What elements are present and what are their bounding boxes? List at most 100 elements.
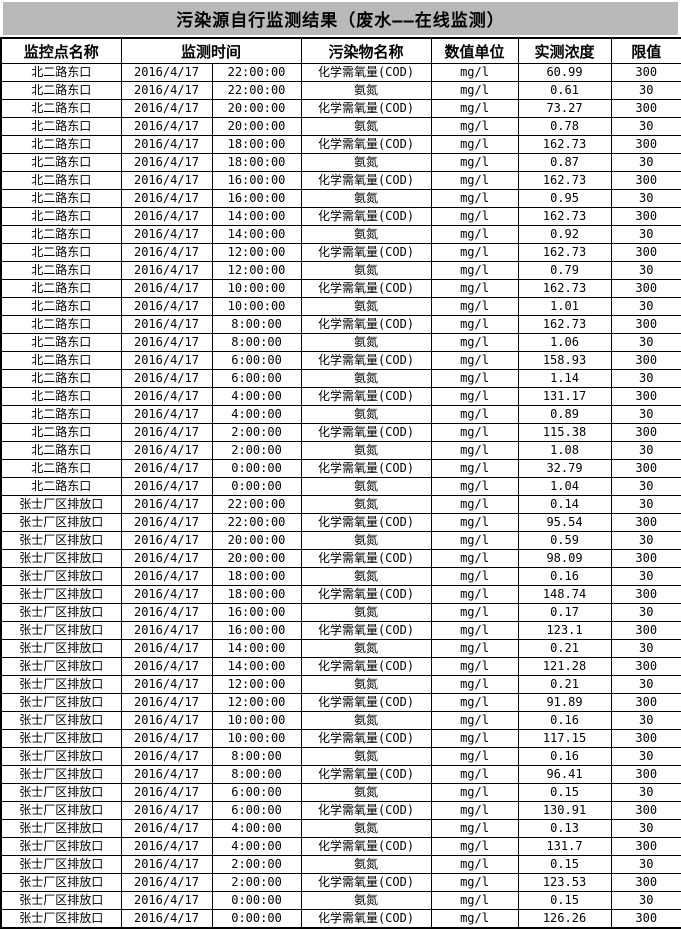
monitor-point-cell: 北二路东口: [0, 279, 122, 298]
pollutant-cell: 氨氮: [300, 567, 432, 586]
unit-cell: mg/l: [430, 729, 519, 748]
time-cell: 2:00:00: [211, 423, 302, 442]
page-title: 污染源自行监测结果（废水——在线监测）: [3, 2, 678, 35]
pollutant-cell: 氨氮: [300, 405, 432, 424]
date-cell: 2016/4/17: [120, 783, 213, 802]
monitor-point-cell: 北二路东口: [0, 243, 122, 262]
table-row: 北二路东口 2016/4/17 20:00:00 化学需氧量(COD) mg/l 73.2…: [0, 99, 681, 118]
monitor-point-cell: 张士厂区排放口: [0, 909, 122, 929]
header-monitor-time: 监测时间: [120, 37, 302, 64]
concentration-cell: 0.14: [517, 495, 612, 514]
date-cell: 2016/4/17: [120, 423, 213, 442]
concentration-cell: 0.79: [517, 261, 612, 280]
date-cell: 2016/4/17: [120, 747, 213, 766]
unit-cell: mg/l: [430, 243, 519, 262]
limit-cell: 300: [610, 657, 681, 676]
time-cell: 14:00:00: [211, 225, 302, 244]
date-cell: 2016/4/17: [120, 837, 213, 856]
pollutant-cell: 化学需氧量(COD): [300, 549, 432, 568]
limit-cell: 30: [610, 675, 681, 694]
pollutant-cell: 氨氮: [300, 441, 432, 460]
table-row: 北二路东口 2016/4/17 22:00:00 化学需氧量(COD) mg/l 60.9…: [0, 63, 681, 82]
date-cell: 2016/4/17: [120, 297, 213, 316]
time-cell: 18:00:00: [211, 585, 302, 604]
unit-cell: mg/l: [430, 315, 519, 334]
time-cell: 4:00:00: [211, 405, 302, 424]
table-row: 张士厂区排放口 2016/4/17 22:00:00 氨氮 mg/l 0.14 30: [0, 495, 681, 514]
monitor-point-cell: 北二路东口: [0, 477, 122, 496]
pollutant-cell: 氨氮: [300, 189, 432, 208]
unit-cell: mg/l: [430, 441, 519, 460]
limit-cell: 30: [610, 891, 681, 910]
concentration-cell: 1.04: [517, 477, 612, 496]
monitor-point-cell: 张士厂区排放口: [0, 711, 122, 730]
monitor-point-cell: 张士厂区排放口: [0, 621, 122, 640]
limit-cell: 300: [610, 909, 681, 929]
date-cell: 2016/4/17: [120, 243, 213, 262]
time-cell: 18:00:00: [211, 153, 302, 172]
pollutant-cell: 化学需氧量(COD): [300, 243, 432, 262]
time-cell: 8:00:00: [211, 765, 302, 784]
pollutant-cell: 氨氮: [300, 225, 432, 244]
pollutant-cell: 氨氮: [300, 117, 432, 136]
table-row: 北二路东口 2016/4/17 16:00:00 氨氮 mg/l 0.95 30: [0, 189, 681, 208]
table-row: 北二路东口 2016/4/17 14:00:00 化学需氧量(COD) mg/l 162.…: [0, 207, 681, 226]
time-cell: 18:00:00: [211, 567, 302, 586]
time-cell: 12:00:00: [211, 675, 302, 694]
date-cell: 2016/4/17: [120, 909, 213, 929]
limit-cell: 30: [610, 81, 681, 100]
table-row: 张士厂区排放口 2016/4/17 12:00:00 氨氮 mg/l 0.21 30: [0, 675, 681, 694]
time-cell: 18:00:00: [211, 135, 302, 154]
concentration-cell: 1.06: [517, 333, 612, 352]
concentration-cell: 162.73: [517, 171, 612, 190]
monitor-point-cell: 北二路东口: [0, 315, 122, 334]
concentration-cell: 60.99: [517, 63, 612, 82]
monitor-point-cell: 张士厂区排放口: [0, 729, 122, 748]
unit-cell: mg/l: [430, 675, 519, 694]
time-cell: 22:00:00: [211, 63, 302, 82]
monitor-point-cell: 北二路东口: [0, 117, 122, 136]
date-cell: 2016/4/17: [120, 369, 213, 388]
concentration-cell: 0.13: [517, 819, 612, 838]
concentration-cell: 95.54: [517, 513, 612, 532]
unit-cell: mg/l: [430, 189, 519, 208]
unit-cell: mg/l: [430, 603, 519, 622]
monitor-point-cell: 北二路东口: [0, 189, 122, 208]
header-pollutant: 污染物名称: [300, 37, 432, 64]
concentration-cell: 158.93: [517, 351, 612, 370]
pollutant-cell: 化学需氧量(COD): [300, 279, 432, 298]
monitor-point-cell: 北二路东口: [0, 423, 122, 442]
unit-cell: mg/l: [430, 459, 519, 478]
date-cell: 2016/4/17: [120, 207, 213, 226]
table-row: 张士厂区排放口 2016/4/17 6:00:00 化学需氧量(COD) mg/l 130…: [0, 801, 681, 820]
concentration-cell: 1.08: [517, 441, 612, 460]
concentration-cell: 0.15: [517, 783, 612, 802]
pollutant-cell: 化学需氧量(COD): [300, 351, 432, 370]
limit-cell: 30: [610, 405, 681, 424]
monitor-point-cell: 北二路东口: [0, 63, 122, 82]
pollutant-cell: 氨氮: [300, 639, 432, 658]
limit-cell: 300: [610, 243, 681, 262]
table-row: 张士厂区排放口 2016/4/17 10:00:00 氨氮 mg/l 0.16 30: [0, 711, 681, 730]
pollutant-cell: 氨氮: [300, 477, 432, 496]
date-cell: 2016/4/17: [120, 585, 213, 604]
limit-cell: 300: [610, 585, 681, 604]
limit-cell: 30: [610, 567, 681, 586]
limit-cell: 30: [610, 117, 681, 136]
concentration-cell: 0.61: [517, 81, 612, 100]
pollutant-cell: 氨氮: [300, 495, 432, 514]
table-row: 北二路东口 2016/4/17 4:00:00 化学需氧量(COD) mg/l 131.1…: [0, 387, 681, 406]
table-row: 张士厂区排放口 2016/4/17 10:00:00 化学需氧量(COD) mg/l 11…: [0, 729, 681, 748]
monitor-point-cell: 北二路东口: [0, 369, 122, 388]
concentration-cell: 126.26: [517, 909, 612, 929]
monitor-point-cell: 张士厂区排放口: [0, 783, 122, 802]
table-row: 张士厂区排放口 2016/4/17 18:00:00 氨氮 mg/l 0.16 30: [0, 567, 681, 586]
table-row: 北二路东口 2016/4/17 10:00:00 氨氮 mg/l 1.01 30: [0, 297, 681, 316]
pollutant-cell: 氨氮: [300, 675, 432, 694]
concentration-cell: 0.59: [517, 531, 612, 550]
limit-cell: 300: [610, 135, 681, 154]
header-row: 监控点名称 监测时间 污染物名称 数值单位 实测浓度 限值: [0, 37, 681, 64]
limit-cell: 300: [610, 315, 681, 334]
table-row: 张士厂区排放口 2016/4/17 6:00:00 氨氮 mg/l 0.15 30: [0, 783, 681, 802]
time-cell: 16:00:00: [211, 189, 302, 208]
